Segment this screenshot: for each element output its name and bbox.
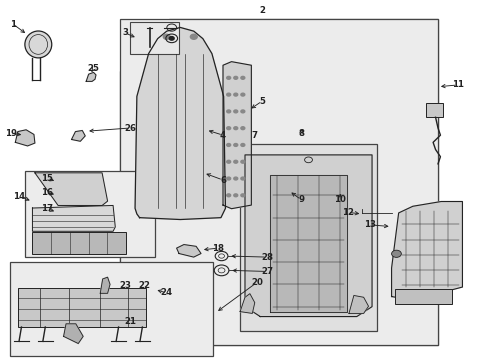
Circle shape bbox=[227, 194, 231, 197]
Bar bbox=[395, 289, 452, 304]
Bar bbox=[130, 22, 179, 54]
Polygon shape bbox=[72, 131, 85, 141]
Text: 24: 24 bbox=[161, 288, 173, 297]
Text: 7: 7 bbox=[252, 131, 258, 140]
Polygon shape bbox=[240, 294, 255, 314]
Circle shape bbox=[227, 177, 231, 180]
Circle shape bbox=[241, 127, 245, 130]
Bar bbox=[121, 19, 169, 71]
Polygon shape bbox=[223, 62, 251, 209]
Text: 3: 3 bbox=[122, 28, 128, 37]
Circle shape bbox=[241, 110, 245, 113]
Text: 2: 2 bbox=[259, 6, 265, 15]
Polygon shape bbox=[32, 206, 115, 231]
Text: 22: 22 bbox=[139, 281, 151, 290]
Text: 9: 9 bbox=[298, 195, 304, 204]
Circle shape bbox=[227, 127, 231, 130]
Bar bbox=[18, 288, 146, 327]
Text: 21: 21 bbox=[124, 317, 136, 326]
Text: 8: 8 bbox=[298, 129, 304, 138]
Circle shape bbox=[234, 110, 238, 113]
Circle shape bbox=[234, 194, 238, 197]
Circle shape bbox=[241, 160, 245, 163]
Polygon shape bbox=[349, 296, 368, 314]
Circle shape bbox=[227, 110, 231, 113]
Bar bbox=[121, 19, 438, 345]
Circle shape bbox=[227, 76, 231, 79]
Bar bbox=[426, 103, 443, 117]
Bar bbox=[25, 171, 155, 257]
Bar bbox=[32, 232, 126, 253]
Text: 27: 27 bbox=[261, 267, 273, 276]
Text: 12: 12 bbox=[342, 208, 354, 217]
Circle shape bbox=[234, 160, 238, 163]
Circle shape bbox=[169, 37, 174, 40]
Text: 18: 18 bbox=[212, 244, 224, 253]
Text: 5: 5 bbox=[259, 96, 265, 105]
Text: 23: 23 bbox=[119, 281, 131, 290]
Circle shape bbox=[241, 194, 245, 197]
Text: 13: 13 bbox=[364, 220, 376, 229]
Polygon shape bbox=[270, 175, 346, 312]
Circle shape bbox=[227, 160, 231, 163]
Polygon shape bbox=[64, 324, 83, 343]
Bar bbox=[169, 19, 438, 71]
Circle shape bbox=[241, 76, 245, 79]
Circle shape bbox=[241, 93, 245, 96]
Circle shape bbox=[392, 250, 401, 257]
Text: 25: 25 bbox=[88, 64, 99, 73]
Text: 16: 16 bbox=[41, 188, 53, 197]
Polygon shape bbox=[100, 277, 110, 293]
Bar bbox=[240, 144, 377, 330]
Polygon shape bbox=[15, 130, 35, 146]
Circle shape bbox=[234, 127, 238, 130]
Bar bbox=[121, 71, 438, 345]
Circle shape bbox=[234, 177, 238, 180]
Text: 26: 26 bbox=[124, 123, 136, 132]
Text: 19: 19 bbox=[5, 129, 18, 138]
Circle shape bbox=[234, 93, 238, 96]
Text: 1: 1 bbox=[10, 19, 16, 28]
Polygon shape bbox=[176, 244, 201, 257]
Polygon shape bbox=[392, 202, 463, 300]
Circle shape bbox=[191, 34, 197, 39]
Text: 10: 10 bbox=[334, 195, 346, 204]
Text: 6: 6 bbox=[220, 176, 226, 185]
Ellipse shape bbox=[25, 31, 52, 58]
Text: 28: 28 bbox=[261, 253, 273, 262]
Polygon shape bbox=[86, 72, 96, 81]
Polygon shape bbox=[245, 155, 372, 316]
Circle shape bbox=[241, 177, 245, 180]
Text: 20: 20 bbox=[251, 278, 263, 287]
Text: 11: 11 bbox=[452, 81, 464, 90]
Circle shape bbox=[227, 93, 231, 96]
Circle shape bbox=[234, 76, 238, 79]
Circle shape bbox=[234, 144, 238, 147]
Circle shape bbox=[241, 144, 245, 147]
Text: 17: 17 bbox=[41, 204, 53, 213]
Polygon shape bbox=[35, 173, 108, 206]
Bar bbox=[10, 262, 213, 356]
Polygon shape bbox=[135, 27, 225, 220]
Text: 15: 15 bbox=[41, 174, 53, 183]
Text: 4: 4 bbox=[220, 131, 226, 140]
Circle shape bbox=[227, 144, 231, 147]
Circle shape bbox=[163, 34, 170, 39]
Text: 14: 14 bbox=[13, 192, 25, 201]
